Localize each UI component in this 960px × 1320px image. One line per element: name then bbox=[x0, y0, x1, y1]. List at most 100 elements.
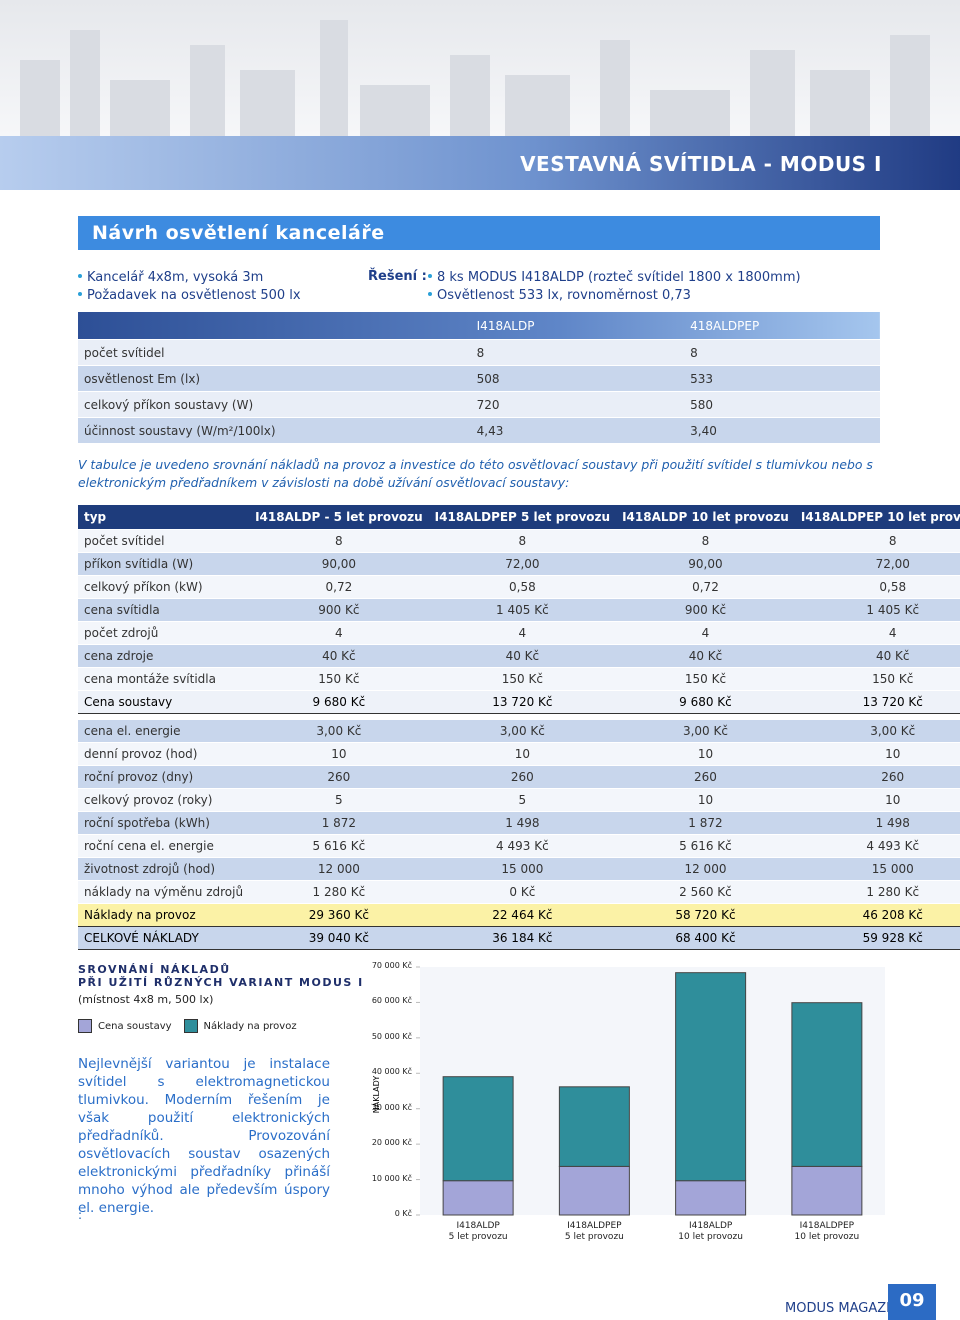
row-spacer bbox=[78, 713, 960, 720]
table-cell: náklady na výměnu zdrojů bbox=[78, 880, 250, 904]
table-cell: 260 bbox=[616, 765, 795, 789]
table-cell: 1 280 Kč bbox=[794, 880, 960, 904]
legend-item: Cena soustavy bbox=[78, 1019, 172, 1033]
table-cell: 4 493 Kč bbox=[794, 834, 960, 858]
table-row: Náklady na provoz 29 360 Kč 22 464 Kč 58 72… bbox=[78, 903, 960, 927]
requirements: Kancelář 4x8m, vysoká 3m Požadavek na osv… bbox=[78, 269, 301, 305]
table-cell: denní provoz (hod) bbox=[78, 742, 250, 766]
table-row: Cena soustavy 9 680 Kč 13 720 Kč 9 680 Kč 13… bbox=[78, 690, 960, 714]
table-cell: 13 720 Kč bbox=[428, 690, 617, 714]
table-cell: 150 Kč bbox=[428, 667, 617, 691]
table-cell: 13 720 Kč bbox=[794, 690, 960, 714]
table-row: celkový provoz (roky) 5 5 10 10 bbox=[78, 788, 960, 812]
table-cell: 12 000 bbox=[616, 857, 795, 881]
table-row: počet zdrojů 4 4 4 4 bbox=[78, 621, 960, 645]
chart-plot bbox=[416, 966, 885, 1216]
table-cell: 22 464 Kč bbox=[428, 903, 617, 927]
legend-label: Náklady na provoz bbox=[203, 1020, 297, 1032]
table-cell: Náklady na provoz bbox=[78, 903, 250, 927]
page-number: 09 bbox=[899, 1290, 925, 1311]
table-cell: 9 680 Kč bbox=[616, 690, 795, 714]
table-cell: 72,00 bbox=[794, 552, 960, 576]
header-cell: I418ALDP - 5 let provozu bbox=[249, 505, 429, 530]
bar-segment bbox=[675, 972, 747, 1182]
y-axis-label: NÁKLADY bbox=[372, 1075, 382, 1114]
header-cell: typ bbox=[78, 505, 250, 530]
table-cell: 15 000 bbox=[428, 857, 617, 881]
table-cell: celkový příkon soustavy (W) bbox=[78, 391, 463, 418]
header-cell: I418ALDP bbox=[462, 312, 677, 340]
table-cell: 4 bbox=[249, 621, 429, 645]
table-cell: 0,72 bbox=[616, 575, 795, 599]
bar-segment bbox=[442, 1076, 514, 1182]
chart-subtitle: (místnost 4x8 m, 500 lx) bbox=[78, 993, 214, 1006]
table-cell: počet zdrojů bbox=[78, 621, 250, 645]
table-cell: 8 bbox=[616, 529, 795, 553]
table-cell: cena montáže svítidla bbox=[78, 667, 250, 691]
solution-item: 8 ks MODUS I418ALDP (rozteč svítidel 180… bbox=[428, 269, 801, 287]
chart-heading: SROVNÁNÍ NÁKLADŮ PŘI UŽITÍ RŮZNÝCH VARIA… bbox=[78, 963, 364, 989]
table-cell: 3,00 Kč bbox=[249, 719, 429, 743]
table-cell: osvětlenost Em (lx) bbox=[78, 365, 463, 392]
table-cell: 12 000 bbox=[249, 857, 429, 881]
table-cell: 10 bbox=[616, 742, 795, 766]
table-cell: 15 000 bbox=[794, 857, 960, 881]
table-cell: 40 Kč bbox=[428, 644, 617, 668]
table-cell: 508 bbox=[462, 365, 677, 392]
table-row: celkový příkon soustavy (W) 720 580 bbox=[78, 391, 880, 418]
table-cell: 900 Kč bbox=[249, 598, 429, 622]
spacer-cell bbox=[78, 713, 960, 720]
table-cell: 533 bbox=[676, 365, 880, 392]
table-row: životnost zdrojů (hod) 12 000 15 000 12 000… bbox=[78, 857, 960, 881]
table-cell: 150 Kč bbox=[249, 667, 429, 691]
header-cell: I418ALDP 10 let provozu bbox=[616, 505, 795, 530]
table-row: roční cena el. energie 5 616 Kč 4 493 Kč 5 … bbox=[78, 834, 960, 858]
y-tick-label: 10 000 Kč bbox=[371, 1173, 412, 1183]
table-row: CELKOVÉ NÁKLADY 39 040 Kč 36 184 Kč 68 400 … bbox=[78, 926, 960, 950]
table-cell: 8 bbox=[462, 339, 677, 366]
table-cell: 260 bbox=[794, 765, 960, 789]
header-title: VESTAVNÁ SVÍTIDLA - MODUS I bbox=[520, 152, 882, 176]
table-cell: 59 928 Kč bbox=[794, 926, 960, 950]
table-lighting: I418ALDP 418ALDPEP počet svítidel 8 8 osvětle… bbox=[78, 312, 880, 444]
section-bar bbox=[78, 216, 880, 250]
solution-item: Osvětlenost 533 lx, rovnoměrnost 0,73 bbox=[428, 287, 801, 305]
table-cell: počet svítidel bbox=[78, 339, 463, 366]
table-cell: 72,00 bbox=[428, 552, 617, 576]
table-cell: 0,58 bbox=[428, 575, 617, 599]
table-cell: 90,00 bbox=[249, 552, 429, 576]
requirement: Kancelář 4x8m, vysoká 3m bbox=[78, 269, 301, 287]
table-cell: 5 bbox=[428, 788, 617, 812]
table-costs: typ I418ALDP - 5 let provozu I418ALDPEP 5 … bbox=[78, 505, 960, 950]
table-row: cena montáže svítidla 150 Kč 150 Kč 150 Kč 1… bbox=[78, 667, 960, 691]
table-cell: 39 040 Kč bbox=[249, 926, 429, 950]
table-cell: 4,43 bbox=[462, 417, 677, 444]
table-cell: 5 616 Kč bbox=[616, 834, 795, 858]
requirement: Požadavek na osvětlenost 500 lx bbox=[78, 287, 301, 305]
table-cell: 1 872 bbox=[249, 811, 429, 835]
legend-label: Cena soustavy bbox=[98, 1020, 172, 1032]
table-row: náklady na výměnu zdrojů 1 280 Kč 0 Kč 2 56… bbox=[78, 880, 960, 904]
table-cell: počet svítidel bbox=[78, 529, 250, 553]
chart-heading-line: SROVNÁNÍ NÁKLADŮ bbox=[78, 963, 231, 976]
table-row: osvětlenost Em (lx) 508 533 bbox=[78, 365, 880, 392]
y-tick-label: 40 000 Kč bbox=[371, 1067, 412, 1077]
table-cell: 29 360 Kč bbox=[249, 903, 429, 927]
bar-segment bbox=[558, 1165, 630, 1216]
bar-segment bbox=[442, 1180, 514, 1216]
table-row: cena svítidla 900 Kč 1 405 Kč 900 Kč 1 405 K… bbox=[78, 598, 960, 622]
x-tick-label: I418ALDPEP 10 let provozu bbox=[794, 1221, 860, 1242]
table-row: počet svítidel 8 8 8 8 bbox=[78, 529, 960, 553]
header-graphic bbox=[0, 0, 960, 190]
chart: 0 Kč 10 000 Kč 20 000 Kč 30 000 Kč 40 000 Kč… bbox=[340, 950, 900, 1250]
chart-heading-line: PŘI UŽITÍ RŮZNÝCH VARIANT MODUS I bbox=[78, 976, 364, 989]
header-cell: I418ALDPEP 5 let provozu bbox=[428, 505, 617, 530]
table-cell: 40 Kč bbox=[616, 644, 795, 668]
legend: Cena soustavy Náklady na provoz bbox=[78, 1019, 309, 1036]
table-cell: 720 bbox=[462, 391, 677, 418]
table-cell: 0,58 bbox=[794, 575, 960, 599]
table-cell: 8 bbox=[794, 529, 960, 553]
table-cell: 1 872 bbox=[616, 811, 795, 835]
legend-swatch bbox=[183, 1019, 198, 1033]
header-cell: I418ALDPEP 10 let provozu bbox=[794, 505, 960, 530]
